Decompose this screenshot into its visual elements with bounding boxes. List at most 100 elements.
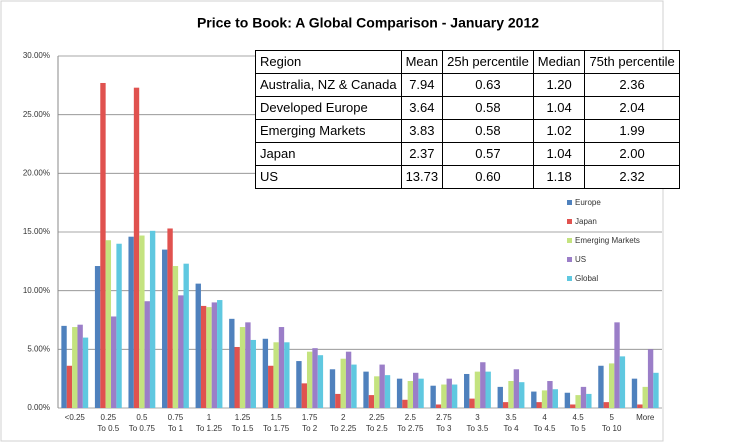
- bar: [229, 318, 235, 408]
- x-tick-label: 1.25 To 1.5: [232, 413, 254, 433]
- table-cell: 1.18: [532, 165, 586, 189]
- table-cell: 1.02: [532, 119, 586, 143]
- bar: [469, 398, 475, 408]
- bar: [474, 371, 481, 408]
- table-row: Developed Europe 3.64 0.58 1.04 2.04: [255, 96, 680, 120]
- bar: [418, 378, 424, 408]
- bar: [105, 240, 112, 408]
- bar: [178, 295, 184, 408]
- x-tick-label: 4.5 To 5: [571, 413, 587, 433]
- bar: [497, 386, 503, 408]
- bar: [384, 375, 391, 408]
- bar: [128, 236, 134, 408]
- table-cell: 3.64: [400, 96, 444, 120]
- table-cell: US: [255, 165, 402, 189]
- table-cell: 2.36: [584, 73, 680, 97]
- table-cell: Region: [255, 50, 402, 74]
- table-cell: Median: [532, 50, 586, 74]
- legend-label: US: [575, 255, 586, 264]
- bar: [262, 338, 269, 408]
- legend-swatch: [567, 257, 572, 262]
- bar: [77, 324, 83, 408]
- table-row: Japan 2.37 0.57 1.04 2.00: [255, 142, 680, 166]
- table-cell: 2.32: [584, 165, 680, 189]
- bar: [340, 358, 346, 408]
- y-tick-label: 20.00%: [23, 168, 50, 177]
- table-cell: 3.83: [400, 119, 444, 143]
- bar: [363, 371, 369, 408]
- bar: [133, 87, 140, 409]
- table-cell: Australia, NZ & Canada: [255, 73, 402, 97]
- bar: [94, 266, 101, 408]
- bar: [647, 349, 654, 408]
- bar: [413, 372, 419, 408]
- table-row: US 13.73 0.60 1.18 2.32: [255, 165, 680, 189]
- x-tick-label: <0.25: [65, 413, 86, 422]
- bar: [637, 404, 643, 408]
- bar: [82, 337, 89, 408]
- bar: [149, 230, 156, 408]
- table-cell: 0.63: [442, 73, 534, 97]
- bar: [564, 392, 571, 408]
- bar: [614, 322, 620, 408]
- legend-swatch: [567, 238, 572, 243]
- bar: [296, 361, 302, 408]
- bar: [603, 402, 609, 408]
- y-tick-label: 0.00%: [27, 403, 50, 412]
- table-cell: 2.00: [584, 142, 680, 166]
- bar: [653, 372, 659, 408]
- x-tick-label: 1 To 1.25: [196, 413, 223, 433]
- bar: [329, 369, 336, 408]
- legend-swatch: [567, 276, 572, 281]
- bar: [435, 404, 442, 408]
- table-cell: 1.04: [532, 96, 586, 120]
- legend-swatch: [567, 200, 572, 205]
- table-row: Region Mean 25h percentile Median 75th perce…: [255, 50, 680, 74]
- table-cell: 0.58: [442, 119, 534, 143]
- table-cell: 2.04: [584, 96, 680, 120]
- bar: [570, 404, 576, 408]
- table-cell: 13.73: [400, 165, 444, 189]
- bar: [268, 365, 274, 408]
- bar: [642, 386, 648, 408]
- chart-title: Price to Book: A Global Comparison - Jan…: [197, 15, 539, 31]
- bar: [139, 235, 145, 408]
- bar: [513, 369, 520, 408]
- bar: [368, 395, 375, 408]
- x-tick-label: 2 To 2.25: [330, 413, 357, 433]
- table-cell: 1.04: [532, 142, 586, 166]
- bar: [396, 378, 403, 408]
- x-tick-label: 3 To 3.5: [467, 413, 489, 433]
- bar: [464, 373, 470, 408]
- bar: [250, 339, 256, 408]
- bar: [430, 385, 436, 408]
- bar: [183, 263, 189, 408]
- table-cell: 2.37: [400, 142, 444, 166]
- table-cell: 1.99: [584, 119, 680, 143]
- bar: [575, 395, 581, 408]
- bar: [485, 371, 491, 408]
- table-cell: Emerging Markets: [255, 119, 402, 143]
- x-tick-label: 2.25 To 2.5: [366, 413, 388, 433]
- bar: [446, 378, 452, 408]
- table-cell: 7.94: [400, 73, 444, 97]
- y-tick-label: 15.00%: [23, 227, 50, 236]
- bar: [379, 364, 385, 408]
- table-cell: Japan: [255, 142, 402, 166]
- x-tick-label: 3.5 To 4: [503, 413, 519, 433]
- y-tick-label: 5.00%: [27, 344, 50, 353]
- table-cell: 0.57: [442, 142, 534, 166]
- bar: [111, 316, 117, 408]
- bar: [531, 391, 537, 408]
- bar: [508, 381, 514, 408]
- legend-label: Europe: [575, 198, 601, 207]
- bar: [217, 300, 223, 408]
- bar: [402, 399, 408, 408]
- table-cell: 1.20: [532, 73, 586, 97]
- table-cell: 0.60: [442, 165, 534, 189]
- bar: [306, 351, 313, 408]
- bar: [239, 327, 246, 408]
- bar: [586, 393, 592, 408]
- bar: [172, 266, 179, 408]
- bar: [374, 376, 380, 408]
